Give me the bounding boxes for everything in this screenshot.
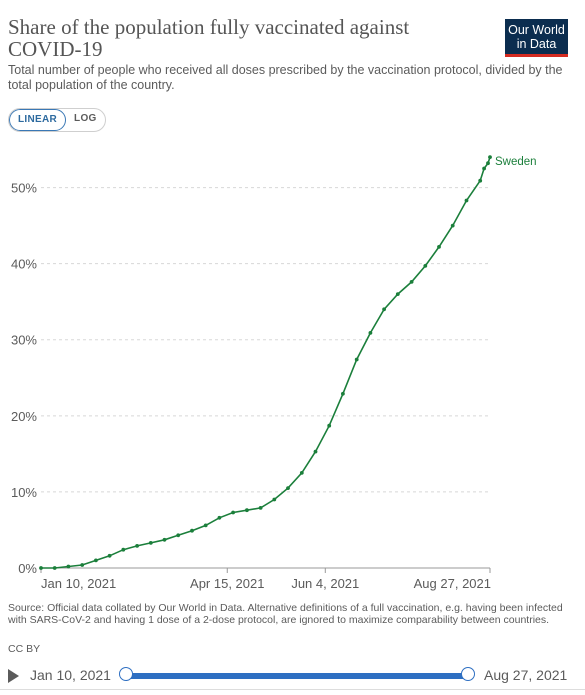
data-point xyxy=(354,357,359,362)
data-point xyxy=(217,515,222,520)
data-point xyxy=(272,497,277,502)
x-tick-label: Apr 15, 2021 xyxy=(190,576,264,591)
y-tick-label: 40% xyxy=(11,257,37,272)
data-point xyxy=(258,506,263,510)
timeline-end-handle[interactable] xyxy=(461,667,475,681)
data-point xyxy=(203,523,208,528)
data-point xyxy=(52,566,57,570)
x-tick-label: Jun 4, 2021 xyxy=(291,576,359,591)
logo-line-1: Our World xyxy=(508,23,565,37)
data-point xyxy=(245,508,249,513)
data-point xyxy=(135,544,140,548)
data-point xyxy=(486,161,490,166)
owid-logo[interactable]: Our World in Data xyxy=(505,19,568,57)
data-point xyxy=(286,486,290,490)
axes: 0% 10% 20% 30% 40% 50% Jan 10, 2021 Apr 15, 202… xyxy=(11,181,491,591)
data-point xyxy=(327,423,332,428)
data-point xyxy=(423,264,428,268)
data-point xyxy=(162,537,167,542)
data-point xyxy=(80,563,85,567)
timeline-start-handle[interactable] xyxy=(119,667,133,681)
line-chart: 0% 10% 20% 30% 40% 50% Jan 10, 2021 Apr 15, 202… xyxy=(11,155,537,591)
data-point xyxy=(66,564,71,569)
data-point xyxy=(190,528,194,533)
timeline-slider: Jan 10, 2021 Aug 27, 2021 xyxy=(0,660,585,694)
linear-scale-button[interactable]: LINEAR xyxy=(9,109,67,131)
series-layer: Sweden xyxy=(39,155,537,570)
data-point xyxy=(176,533,181,538)
y-tick-label: 10% xyxy=(11,485,37,500)
scale-toggle: LINEAR LOG xyxy=(8,108,106,132)
series-line xyxy=(41,156,491,569)
data-point xyxy=(341,391,345,396)
data-point xyxy=(409,280,414,284)
data-point xyxy=(464,198,469,203)
sources-note: Source: Official data collated by Our Wo… xyxy=(8,602,563,626)
x-tick-label: Aug 27, 2021 xyxy=(414,576,491,591)
timeline-track[interactable] xyxy=(126,673,468,679)
data-point xyxy=(94,558,98,563)
data-point xyxy=(121,547,126,552)
y-tick-label: 30% xyxy=(11,333,37,348)
data-point xyxy=(395,292,400,296)
logo-line-2: in Data xyxy=(516,37,557,51)
data-point xyxy=(488,155,492,159)
data-point xyxy=(368,331,373,335)
data-point xyxy=(313,449,318,454)
x-tick-label: Jan 10, 2021 xyxy=(41,576,116,591)
data-point xyxy=(450,223,455,228)
log-scale-button[interactable]: LOG xyxy=(74,113,97,124)
data-point xyxy=(478,178,483,183)
chart-title: Share of the population fully vaccinated… xyxy=(8,15,410,61)
y-tick-label: 0% xyxy=(18,561,37,576)
y-tick-label: 50% xyxy=(11,181,37,196)
data-point xyxy=(107,553,112,558)
timeline-end-label: Aug 27, 2021 xyxy=(484,667,568,683)
timeline-start-label: Jan 10, 2021 xyxy=(30,667,111,683)
data-point xyxy=(299,471,304,475)
data-point xyxy=(231,510,236,515)
y-tick-label: 20% xyxy=(11,409,37,424)
data-point xyxy=(482,166,486,171)
play-icon[interactable] xyxy=(8,669,19,683)
data-point xyxy=(148,541,153,545)
license-label[interactable]: CC BY xyxy=(8,643,41,655)
data-point xyxy=(39,566,43,570)
gridlines xyxy=(41,187,490,493)
data-point xyxy=(437,245,441,249)
tab-bar-edge xyxy=(0,689,585,695)
data-point xyxy=(382,307,386,312)
series-label: Sweden xyxy=(495,156,537,168)
chart-subtitle: Total number of people who received all … xyxy=(8,63,563,92)
